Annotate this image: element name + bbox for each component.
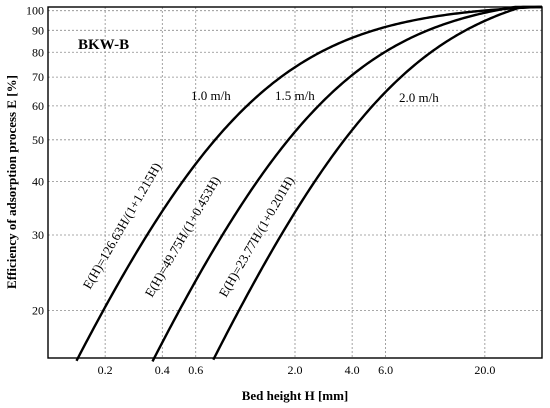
y-tick-label: 80 [32,45,44,59]
series-formula-2: E(H)=49.75H/(1+0.453H) [142,174,223,300]
y-tick-label: 100 [26,4,44,18]
x-tick-label: 0.6 [188,363,203,377]
x-axis-label: Bed height H [mm] [242,388,349,403]
series-label-2: 1.5 m/h [275,88,315,103]
x-tick-label: 6.0 [378,363,393,377]
chart-title: BKW-B [78,37,129,53]
series-line-1 [75,5,542,362]
grid [48,7,542,358]
series-label-3: 2.0 m/h [399,90,439,105]
y-tick-label: 90 [32,23,44,37]
y-tick-label: 50 [32,133,44,147]
y-tick-label: 40 [32,174,44,188]
y-tick-label: 30 [32,228,44,242]
series-label-1: 1.0 m/h [191,88,231,103]
x-tick-label: 0.4 [155,363,170,377]
x-tick-label: 20.0 [474,363,495,377]
x-tick-label: 0.2 [98,363,113,377]
series-line-3 [212,5,542,361]
y-tick-label: 20 [32,304,44,318]
x-tick-label: 2.0 [288,363,303,377]
curves [75,5,542,362]
x-tick-label: 4.0 [345,363,360,377]
tick-labels: 0.2 0.4 0.6 2.0 4.0 6.0 20.0 20 30 40 50 60 70 80 90 10… [26,4,495,377]
y-tick-label: 70 [32,70,44,84]
series-line-2 [151,5,542,362]
y-tick-label: 60 [32,99,44,113]
y-axis-label: Efficiency of adsorption process E [%] [4,75,19,289]
plot-frame [47,6,543,359]
